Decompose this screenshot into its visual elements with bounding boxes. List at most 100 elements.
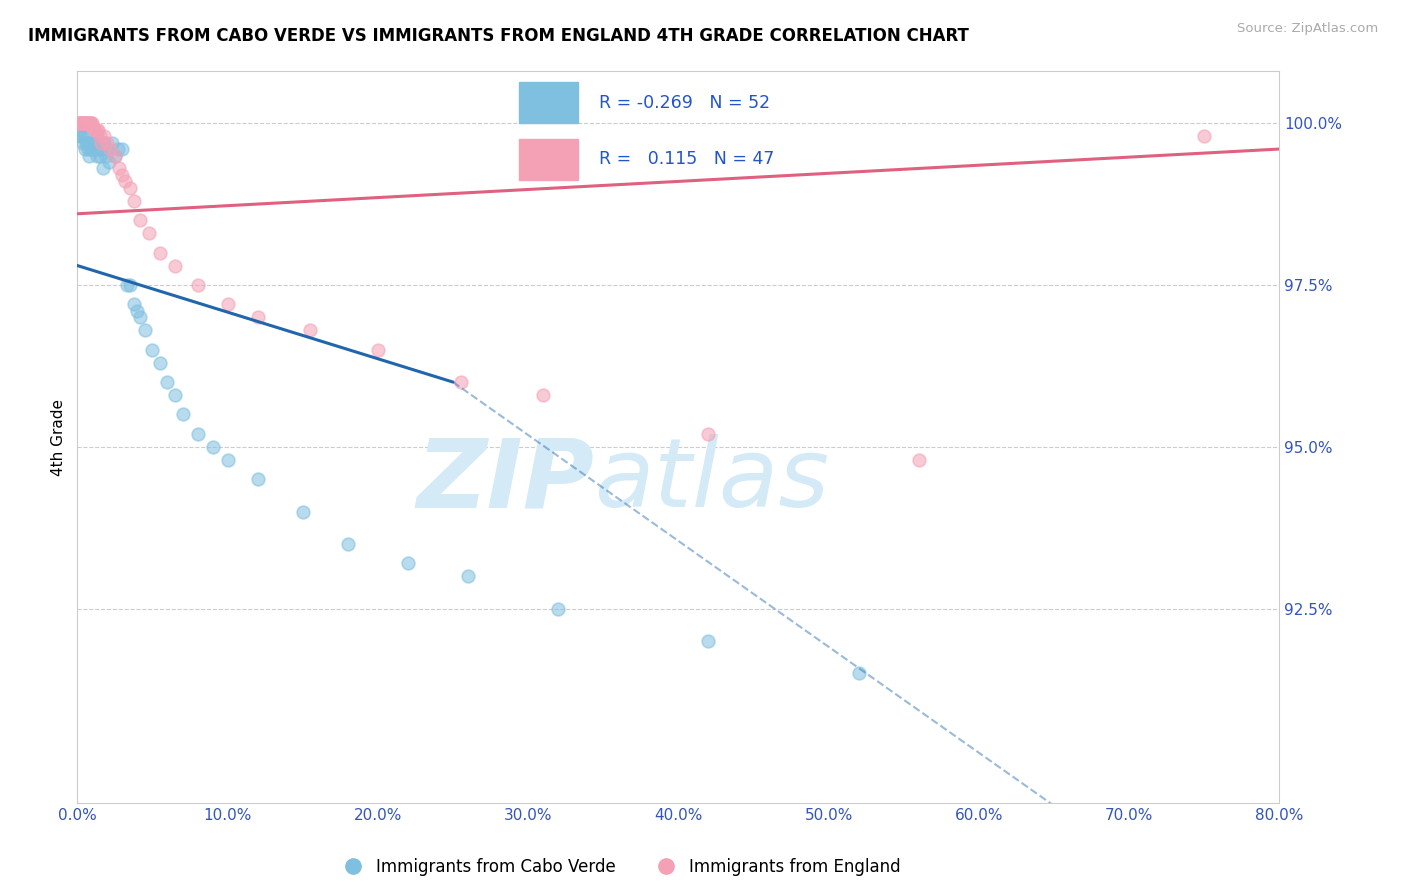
Point	[156, 375, 179, 389]
Point	[72, 116, 94, 130]
Point	[72, 116, 94, 130]
Point	[69, 116, 91, 130]
Point	[73, 116, 96, 130]
Point	[70, 116, 93, 130]
Point	[114, 174, 136, 188]
Point	[163, 259, 186, 273]
Point	[367, 343, 389, 357]
Point	[217, 297, 239, 311]
Point	[457, 569, 479, 583]
Point	[848, 666, 870, 681]
Point	[93, 136, 115, 150]
Point	[70, 116, 93, 130]
Point	[201, 440, 224, 454]
Y-axis label: 4th Grade: 4th Grade	[51, 399, 66, 475]
Point	[115, 277, 138, 292]
Point	[129, 310, 152, 325]
Point	[82, 116, 104, 130]
Point	[149, 245, 172, 260]
Point	[69, 129, 91, 144]
Point	[76, 116, 98, 130]
Point	[697, 426, 720, 441]
Point	[104, 148, 127, 162]
Text: R = -0.269   N = 52: R = -0.269 N = 52	[599, 94, 770, 112]
Point	[138, 226, 160, 240]
Point	[76, 142, 98, 156]
Point	[908, 452, 931, 467]
Point	[127, 303, 149, 318]
Point	[82, 142, 104, 156]
Point	[80, 116, 103, 130]
Point	[89, 129, 111, 144]
Bar	[519, 139, 578, 179]
Point	[89, 148, 111, 162]
Point	[69, 116, 91, 130]
Point	[172, 408, 194, 422]
Point	[80, 142, 103, 156]
Text: atlas: atlas	[595, 434, 830, 527]
Point	[124, 194, 146, 208]
Point	[72, 136, 94, 150]
Point	[111, 168, 134, 182]
Point	[108, 161, 131, 176]
Point	[299, 323, 322, 337]
Point	[186, 277, 209, 292]
Point	[124, 297, 146, 311]
Point	[86, 148, 108, 162]
Point	[96, 142, 118, 156]
Point	[87, 122, 110, 136]
Point	[86, 129, 108, 144]
Point	[217, 452, 239, 467]
Point	[80, 116, 103, 130]
Text: IMMIGRANTS FROM CABO VERDE VS IMMIGRANTS FROM ENGLAND 4TH GRADE CORRELATION CHAR: IMMIGRANTS FROM CABO VERDE VS IMMIGRANTS…	[28, 27, 969, 45]
Point	[75, 136, 97, 150]
Point	[450, 375, 472, 389]
Point	[91, 161, 114, 176]
Point	[531, 388, 554, 402]
Point	[83, 136, 105, 150]
Point	[1194, 129, 1216, 144]
Point	[76, 136, 98, 150]
Legend: Immigrants from Cabo Verde, Immigrants from England: Immigrants from Cabo Verde, Immigrants f…	[329, 851, 907, 882]
Point	[76, 116, 98, 130]
Point	[94, 148, 117, 162]
Point	[73, 142, 96, 156]
Point	[75, 116, 97, 130]
Point	[67, 116, 90, 130]
Point	[246, 310, 269, 325]
Point	[547, 601, 569, 615]
Point	[79, 148, 101, 162]
Point	[291, 504, 314, 518]
Point	[75, 116, 97, 130]
Point	[186, 426, 209, 441]
Text: R =   0.115   N = 47: R = 0.115 N = 47	[599, 150, 775, 169]
Bar	[519, 82, 578, 123]
Point	[336, 537, 359, 551]
Point	[97, 155, 120, 169]
Point	[96, 136, 118, 150]
Point	[67, 122, 90, 136]
Point	[396, 557, 419, 571]
Point	[107, 142, 129, 156]
Point	[84, 122, 107, 136]
Point	[93, 129, 115, 144]
Point	[104, 148, 127, 162]
Point	[118, 277, 141, 292]
Point	[90, 142, 112, 156]
Point	[100, 142, 122, 156]
Point	[101, 136, 124, 150]
Point	[73, 116, 96, 130]
Point	[73, 129, 96, 144]
Point	[70, 129, 93, 144]
Point	[82, 136, 104, 150]
Point	[163, 388, 186, 402]
Point	[79, 136, 101, 150]
Point	[86, 122, 108, 136]
Point	[149, 356, 172, 370]
Point	[83, 122, 105, 136]
Point	[129, 213, 152, 227]
Point	[84, 142, 107, 156]
Point	[134, 323, 156, 337]
Point	[79, 116, 101, 130]
Point	[111, 142, 134, 156]
